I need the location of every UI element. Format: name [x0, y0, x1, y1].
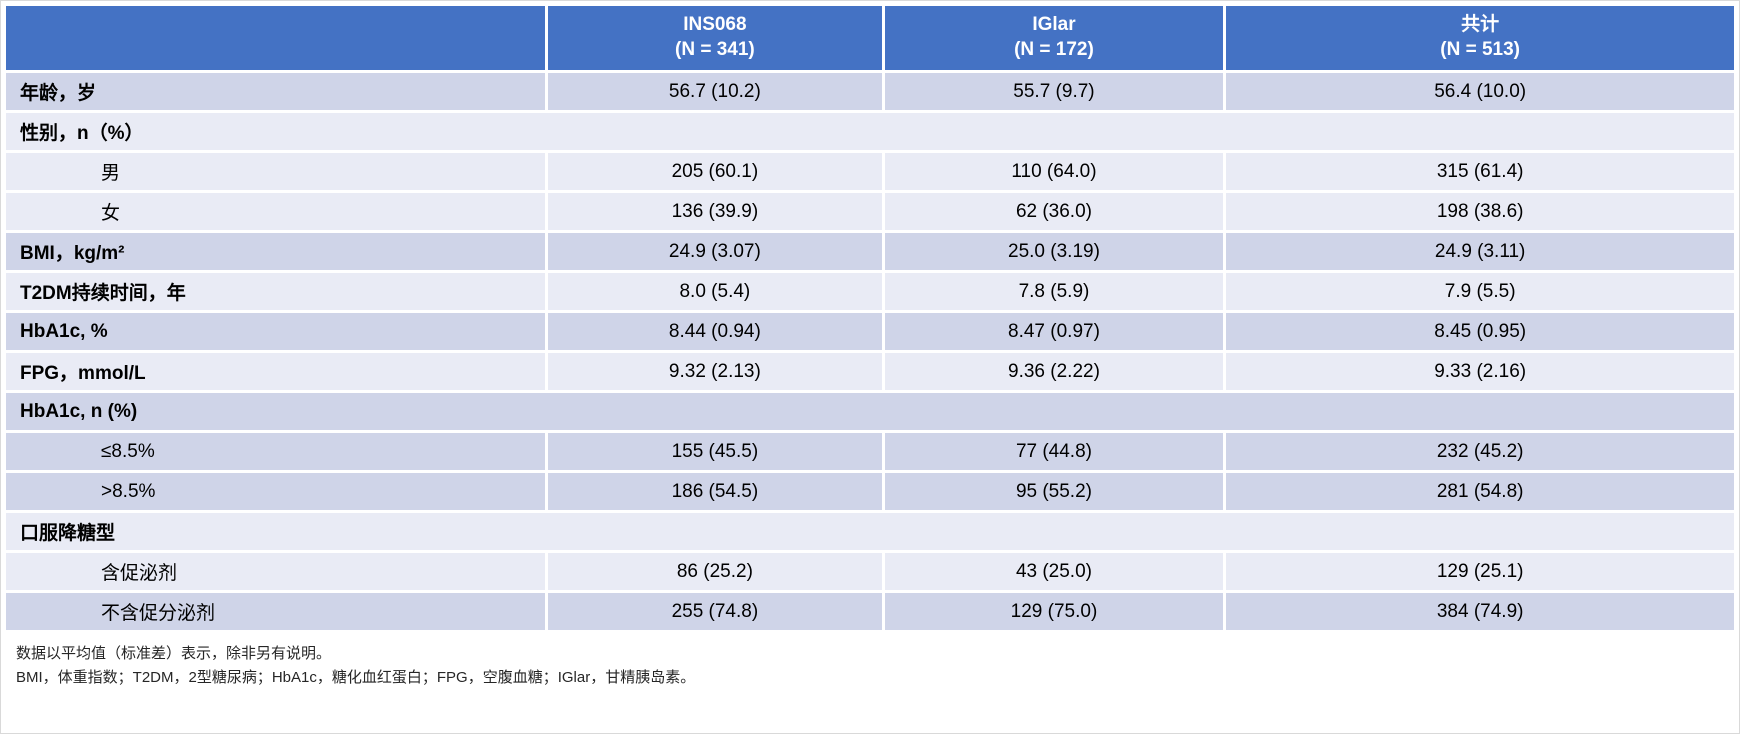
table-row: 口服降糖型	[6, 513, 1734, 550]
row-label-cell: 女	[6, 193, 546, 230]
cell-value-total: 384 (74.9)	[1226, 593, 1734, 630]
row-label-cell: HbA1c, n (%)	[6, 393, 1734, 430]
row-label-cell: 口服降糖型	[6, 513, 1734, 550]
header-stub-cell	[6, 6, 546, 70]
header-total-n: (N = 513)	[1440, 39, 1521, 60]
cell-value-iglar: 55.7 (9.7)	[884, 73, 1224, 110]
table-row: BMI，kg/m² 24.9 (3.07) 25.0 (3.19) 24.9 (…	[6, 233, 1734, 270]
header-total-name: 共计	[1461, 14, 1500, 36]
cell-value-iglar: 62 (36.0)	[884, 193, 1224, 230]
table-row: FPG，mmol/L 9.32 (2.13) 9.36 (2.22) 9.33 …	[6, 353, 1734, 390]
cell-value-ins068: 205 (60.1)	[548, 153, 882, 190]
header-iglar-n: (N = 172)	[1014, 39, 1094, 60]
row-label-cell: 男	[6, 153, 546, 190]
row-label-cell: T2DM持续时间，年	[6, 273, 546, 310]
table-row: 不含促分泌剂 255 (74.8) 129 (75.0) 384 (74.9)	[6, 593, 1734, 630]
cell-value-ins068: 8.0 (5.4)	[548, 273, 882, 310]
row-label: T2DM持续时间，年	[20, 283, 186, 304]
cell-value-iglar: 95 (55.2)	[884, 473, 1224, 510]
cell-value-ins068: 8.44 (0.94)	[548, 313, 882, 350]
cell-value-ins068: 186 (54.5)	[548, 473, 882, 510]
cell-value-iglar: 129 (75.0)	[884, 593, 1224, 630]
row-label: 含促泌剂	[101, 563, 178, 584]
row-label-cell: BMI，kg/m²	[6, 233, 546, 270]
table-row: HbA1c, % 8.44 (0.94) 8.47 (0.97) 8.45 (0…	[6, 313, 1734, 350]
cell-value-total: 281 (54.8)	[1226, 473, 1734, 510]
cell-value-total: 129 (25.1)	[1226, 553, 1734, 590]
cell-value-total: 7.9 (5.5)	[1226, 273, 1734, 310]
table-row: ≤8.5% 155 (45.5) 77 (44.8) 232 (45.2)	[6, 433, 1734, 470]
cell-value-iglar: 43 (25.0)	[884, 553, 1224, 590]
row-label-cell: FPG，mmol/L	[6, 353, 546, 390]
row-label-cell: 含促泌剂	[6, 553, 546, 590]
baseline-characteristics-table: INS068 (N = 341) IGlar (N = 172) 共计 (N =…	[6, 6, 1734, 630]
table-footnotes: 数据以平均值（标准差）表示，除非另有说明。 BMI，体重指数；T2DM，2型糖尿…	[6, 630, 1734, 690]
cell-value-iglar: 25.0 (3.19)	[884, 233, 1224, 270]
cell-value-total: 8.45 (0.95)	[1226, 313, 1734, 350]
cell-value-iglar: 77 (44.8)	[884, 433, 1224, 470]
row-label: FPG，mmol/L	[20, 363, 146, 384]
cell-value-iglar: 8.47 (0.97)	[884, 313, 1224, 350]
table-row: 男 205 (60.1) 110 (64.0) 315 (61.4)	[6, 153, 1734, 190]
cell-value-ins068: 56.7 (10.2)	[548, 73, 882, 110]
header-ins068-cell: INS068 (N = 341)	[548, 6, 882, 70]
header-ins068-n: (N = 341)	[675, 39, 755, 60]
cell-value-total: 56.4 (10.0)	[1226, 73, 1734, 110]
row-label: ≤8.5%	[101, 440, 155, 462]
table-row: T2DM持续时间，年 8.0 (5.4) 7.8 (5.9) 7.9 (5.5)	[6, 273, 1734, 310]
cell-value-iglar: 7.8 (5.9)	[884, 273, 1224, 310]
table-row: >8.5% 186 (54.5) 95 (55.2) 281 (54.8)	[6, 473, 1734, 510]
table-row: HbA1c, n (%)	[6, 393, 1734, 430]
cell-value-total: 24.9 (3.11)	[1226, 233, 1734, 270]
cell-value-total: 198 (38.6)	[1226, 193, 1734, 230]
cell-value-ins068: 24.9 (3.07)	[548, 233, 882, 270]
header-iglar-cell: IGlar (N = 172)	[884, 6, 1224, 70]
table-row: 年龄，岁 56.7 (10.2) 55.7 (9.7) 56.4 (10.0)	[6, 73, 1734, 110]
table-row: 性别，n（%）	[6, 113, 1734, 150]
footnote-line-1: 数据以平均值（标准差）表示，除非另有说明。	[16, 645, 332, 662]
row-label: 不含促分泌剂	[101, 603, 216, 624]
row-label: 女	[101, 203, 121, 224]
row-label-cell: ≤8.5%	[6, 433, 546, 470]
cell-value-ins068: 255 (74.8)	[548, 593, 882, 630]
cell-value-total: 232 (45.2)	[1226, 433, 1734, 470]
row-label-cell: 年龄，岁	[6, 73, 546, 110]
row-label-cell: HbA1c, %	[6, 313, 546, 350]
row-label: HbA1c, %	[20, 320, 108, 342]
row-label: >8.5%	[101, 480, 156, 502]
row-label: BMI，kg/m²	[20, 243, 125, 264]
cell-value-ins068: 136 (39.9)	[548, 193, 882, 230]
cell-value-total: 315 (61.4)	[1226, 153, 1734, 190]
cell-value-iglar: 110 (64.0)	[884, 153, 1224, 190]
cell-value-ins068: 9.32 (2.13)	[548, 353, 882, 390]
row-label-cell: 性别，n（%）	[6, 113, 1734, 150]
footnote-line-2: BMI，体重指数；T2DM，2型糖尿病；HbA1c，糖化血红蛋白；FPG，空腹血…	[16, 669, 696, 686]
row-label: 性别，n（%）	[20, 123, 144, 144]
table-header-row: INS068 (N = 341) IGlar (N = 172) 共计 (N =…	[6, 6, 1734, 70]
row-label: 年龄，岁	[20, 83, 97, 104]
table-row: 含促泌剂 86 (25.2) 43 (25.0) 129 (25.1)	[6, 553, 1734, 590]
header-iglar-name: IGlar	[1032, 14, 1076, 36]
header-total-cell: 共计 (N = 513)	[1226, 6, 1734, 70]
cell-value-ins068: 155 (45.5)	[548, 433, 882, 470]
cell-value-ins068: 86 (25.2)	[548, 553, 882, 590]
row-label-cell: 不含促分泌剂	[6, 593, 546, 630]
table-body: 年龄，岁 56.7 (10.2) 55.7 (9.7) 56.4 (10.0) …	[6, 73, 1734, 630]
row-label: 男	[101, 163, 121, 184]
row-label: HbA1c, n (%)	[20, 400, 138, 422]
row-label-cell: >8.5%	[6, 473, 546, 510]
header-ins068-name: INS068	[683, 14, 747, 36]
table-row: 女 136 (39.9) 62 (36.0) 198 (38.6)	[6, 193, 1734, 230]
cell-value-iglar: 9.36 (2.22)	[884, 353, 1224, 390]
cell-value-total: 9.33 (2.16)	[1226, 353, 1734, 390]
row-label: 口服降糖型	[20, 523, 116, 544]
